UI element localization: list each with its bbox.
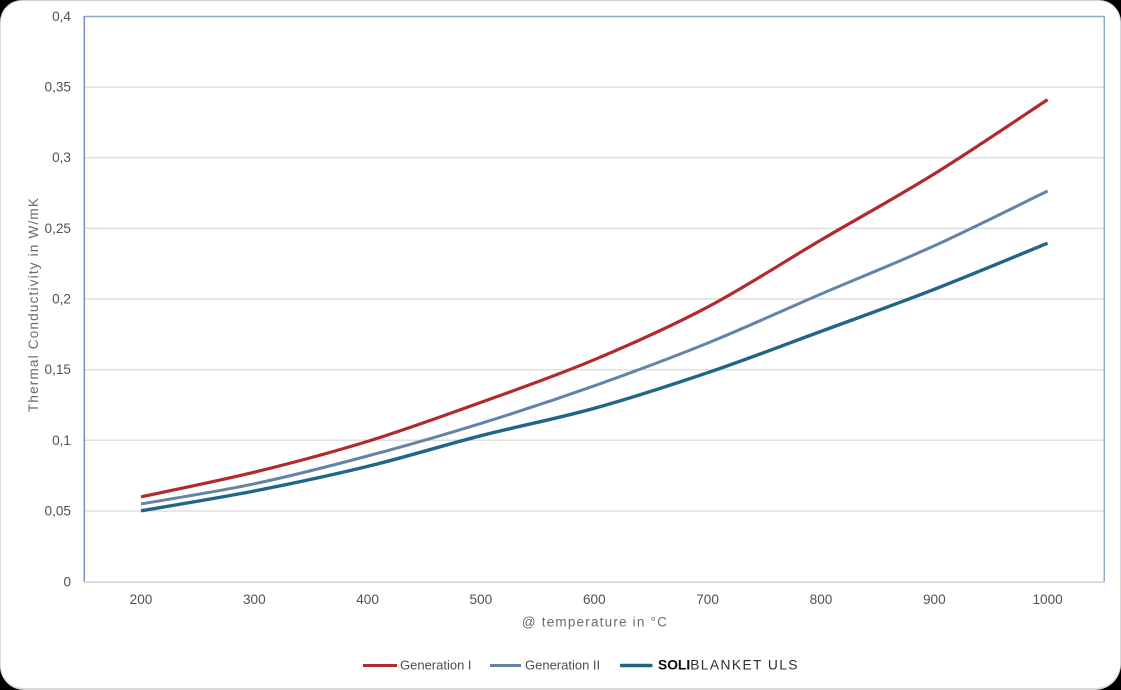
- svg-text:400: 400: [356, 592, 379, 607]
- svg-text:500: 500: [470, 592, 493, 607]
- svg-text:1000: 1000: [1032, 592, 1063, 607]
- svg-text:Generation I: Generation I: [400, 657, 472, 672]
- svg-text:0,4: 0,4: [52, 9, 71, 24]
- svg-text:200: 200: [130, 592, 153, 607]
- svg-text:0,3: 0,3: [52, 150, 71, 165]
- svg-text:Thermal Conductivity in W/mK: Thermal Conductivity in W/mK: [26, 197, 41, 412]
- svg-text:700: 700: [696, 592, 719, 607]
- svg-text:0: 0: [63, 574, 71, 589]
- svg-text:SOLIBLANKET ULS: SOLIBLANKET ULS: [658, 658, 799, 673]
- svg-text:@ temperature in °C: @ temperature in °C: [522, 615, 668, 630]
- svg-text:300: 300: [243, 592, 266, 607]
- svg-text:0,15: 0,15: [45, 362, 71, 377]
- svg-text:0,05: 0,05: [45, 504, 71, 519]
- svg-text:0,1: 0,1: [52, 433, 71, 448]
- svg-text:900: 900: [923, 592, 946, 607]
- svg-text:Generation II: Generation II: [525, 657, 600, 672]
- svg-text:0,2: 0,2: [52, 292, 71, 307]
- svg-text:600: 600: [583, 592, 606, 607]
- svg-text:0,35: 0,35: [45, 80, 71, 95]
- svg-text:0,25: 0,25: [45, 221, 71, 236]
- svg-text:800: 800: [810, 592, 833, 607]
